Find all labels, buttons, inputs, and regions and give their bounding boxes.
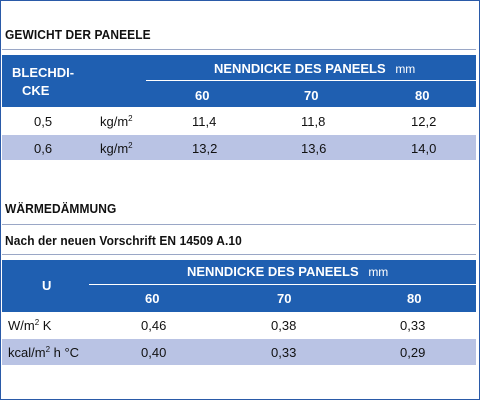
column-header: 60 [145,291,160,306]
header-divider-line [89,284,476,285]
unit-superscript: 2 [34,318,40,327]
unit-superscript: 2 [128,141,133,150]
value-cell: 12,2 [411,114,437,129]
table-row: W/m2 K 0,46 0,38 0,33 [2,314,476,337]
unit-text: kg/m [100,114,129,129]
unit-text: kg/m [100,141,129,156]
value-cell: 0,33 [271,345,297,360]
unit-superscript: 2 [45,345,51,354]
weight-table-header: BLECHDI- CKE NENNDICKE DES PANEELS mm 60… [2,55,476,107]
nominal-thickness-header: NENNDICKE DES PANEELS mm [214,61,415,76]
nominal-thickness-unit: mm [368,265,389,279]
column-header: 60 [195,88,210,103]
value-cell: 13,6 [301,141,327,156]
u-value-header: U [42,278,52,293]
unit-superscript: 2 [128,114,133,123]
column-header: 80 [415,88,430,103]
unit-cell: kcal/m2 h °C [8,345,79,360]
section-title-insulation: WÄRMEDÄMMUNG [5,201,117,216]
unit-cell: kg/m2 [100,141,133,156]
nominal-thickness-label: NENNDICKE DES PANEELS [214,61,386,76]
section-subtitle: Nach der neuen Vorschrift EN 14509 A.10 [5,233,242,248]
column-header: 70 [277,291,292,306]
thickness-cell: 0,5 [34,114,53,129]
column-header: 80 [407,291,422,306]
unit-cell: kg/m2 [100,114,133,129]
unit-suffix: K [39,318,52,333]
unit-cell: W/m2 K [8,318,51,333]
table-row: 0,5 kg/m2 11,4 11,8 12,2 [2,109,476,133]
value-cell: 13,2 [192,141,218,156]
divider [2,254,476,255]
section-title-weight: GEWICHT DER PANEELE [5,27,151,42]
value-cell: 11,4 [192,114,217,129]
table-row: kcal/m2 h °C 0,40 0,33 0,29 [2,339,476,365]
value-cell: 0,46 [141,318,167,333]
column-header: 70 [304,88,319,103]
value-cell: 14,0 [411,141,437,156]
table-row: 0,6 kg/m2 13,2 13,6 14,0 [2,135,476,160]
nominal-thickness-label: NENNDICKE DES PANEELS [187,264,359,279]
unit-text: kcal/m [8,345,46,360]
divider [2,224,476,225]
value-cell: 11,8 [301,114,326,129]
header-divider-line [146,80,476,81]
value-cell: 0,29 [400,345,426,360]
nominal-thickness-unit: mm [395,62,416,76]
insulation-table-header: U NENNDICKE DES PANEELS mm 60 70 80 [2,260,476,312]
nominal-thickness-header: NENNDICKE DES PANEELS mm [187,264,388,279]
divider [2,49,476,50]
thickness-header-line1: BLECHDI- [12,65,75,80]
value-cell: 0,40 [141,345,167,360]
unit-text: W/m [8,318,35,333]
value-cell: 0,33 [400,318,426,333]
unit-suffix: h °C [50,345,80,360]
thickness-cell: 0,6 [34,141,53,156]
value-cell: 0,38 [271,318,297,333]
thickness-header-line2: CKE [22,83,50,98]
